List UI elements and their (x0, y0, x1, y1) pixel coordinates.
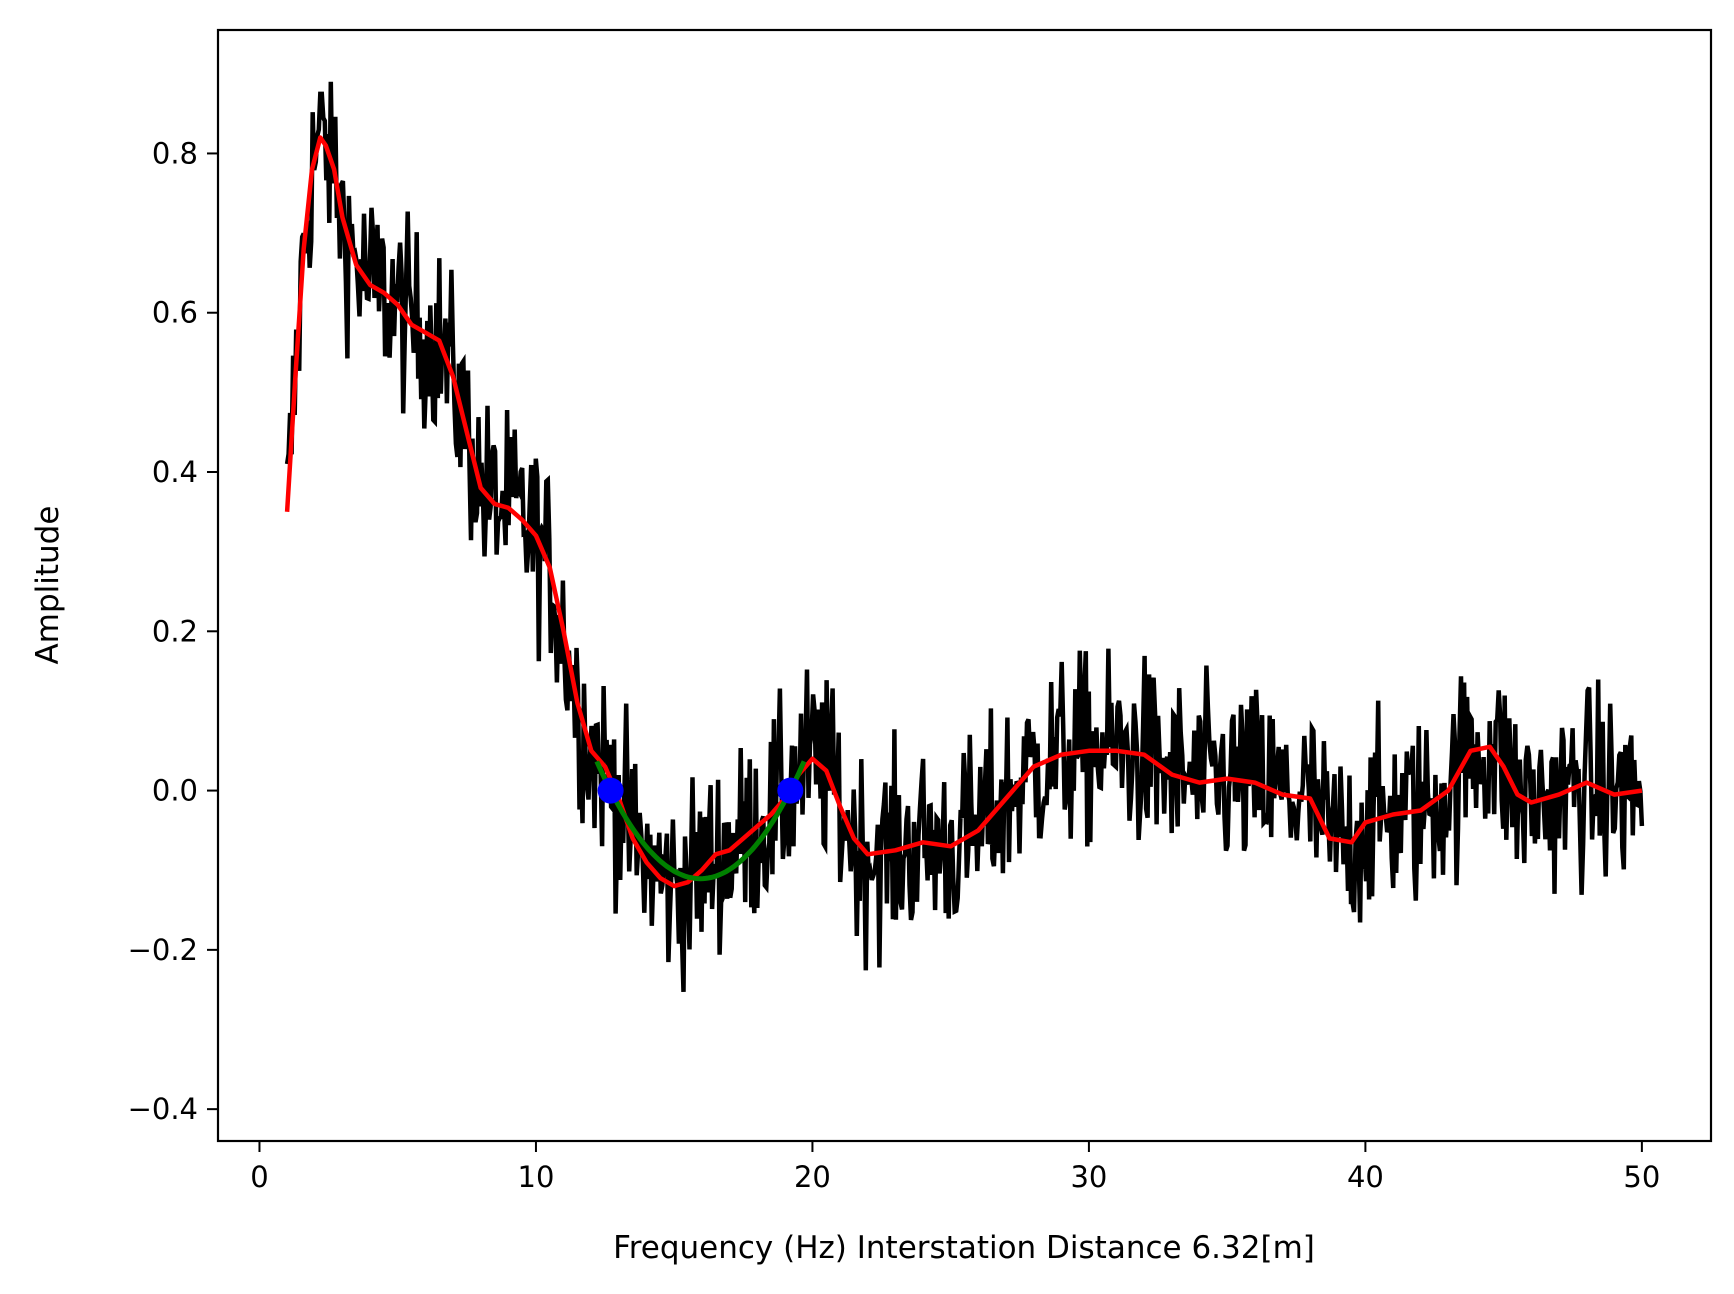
plot-area (218, 30, 1711, 1141)
y-tick-label: 0.6 (152, 296, 198, 330)
smoothed-line (284, 135, 1643, 889)
y-tick-label: 0.8 (152, 136, 198, 170)
y-tick-label: −0.2 (128, 933, 198, 967)
x-tick-label: 40 (1347, 1160, 1384, 1194)
raw-signal-line (284, 81, 1645, 992)
y-axis-label: Amplitude (30, 506, 66, 665)
y-tick-label: 0.0 (152, 774, 198, 808)
zero-crossing-marker (597, 777, 624, 804)
x-axis-label: Frequency (Hz) Interstation Distance 6.3… (613, 1230, 1315, 1266)
x-tick-label: 10 (518, 1160, 555, 1194)
x-tick-label: 0 (250, 1160, 268, 1194)
x-tick-label: 50 (1623, 1160, 1660, 1194)
series-layer (284, 81, 1645, 992)
y-tick-label: 0.2 (152, 614, 198, 648)
ticks-layer: 0 10 20 30 40 50 −0.4 −0.2 0.0 0.2 0.4 0.6 0.8 (128, 136, 1661, 1194)
y-tick-label: 0.4 (152, 455, 198, 489)
axes-frame (216, 28, 1713, 1143)
zero-crossing-marker (777, 777, 804, 804)
x-tick-label: 20 (794, 1160, 831, 1194)
y-tick-label: −0.4 (128, 1092, 198, 1126)
fit-line (594, 760, 807, 882)
x-tick-label: 30 (1070, 1160, 1107, 1194)
